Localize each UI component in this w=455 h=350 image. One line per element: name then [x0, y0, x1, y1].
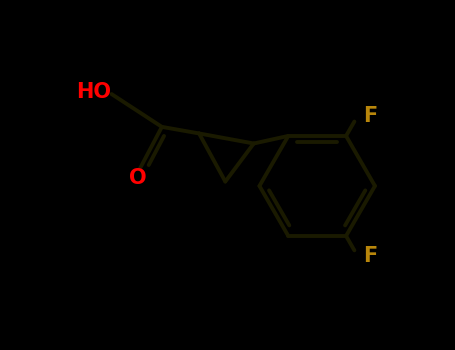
Text: O: O [129, 168, 147, 188]
Text: HO: HO [76, 82, 111, 102]
Text: F: F [363, 246, 377, 266]
Text: F: F [363, 106, 377, 126]
